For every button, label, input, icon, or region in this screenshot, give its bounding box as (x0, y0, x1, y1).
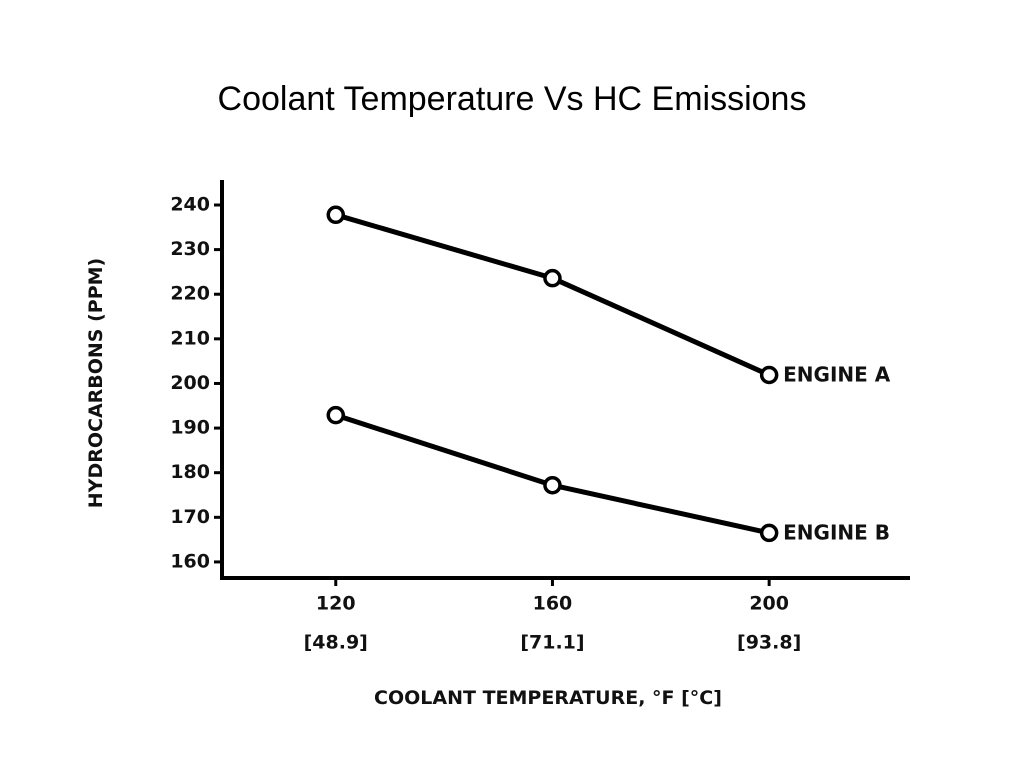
y-tick-label: 240 (170, 193, 210, 215)
y-tick-label: 200 (170, 372, 210, 394)
x-secondary-label: [71.1] (520, 632, 584, 654)
x-tick-label: 200 (749, 593, 789, 615)
data-point (543, 475, 562, 495)
data-point (326, 405, 346, 425)
x-axis-label: COOLANT TEMPERATURE, °F [°C] (374, 687, 722, 709)
series-label: ENGINE A (783, 362, 891, 386)
y-tick-label: 220 (170, 283, 210, 305)
series-line (334, 412, 770, 536)
data-point (759, 365, 779, 385)
y-tick-label: 210 (170, 327, 210, 349)
data-point (326, 205, 346, 225)
y-tick-label: 170 (170, 506, 210, 528)
chart-title: Coolant Temperature Vs HC Emissions (218, 80, 807, 118)
x-secondary-label: [48.9] (304, 632, 368, 654)
y-axis-label: HYDROCARBONS (PPM) (85, 258, 107, 508)
y-tick-label: 230 (170, 238, 210, 260)
y-tick-label: 160 (170, 550, 210, 572)
series-line (335, 212, 771, 378)
y-tick-label: 190 (170, 417, 210, 439)
y-tick-label: 180 (170, 461, 210, 483)
data-point (543, 268, 562, 288)
data-point (759, 523, 779, 543)
x-tick-label: 120 (316, 593, 356, 615)
x-tick-label: 160 (533, 593, 573, 615)
x-secondary-label: [93.8] (737, 632, 801, 654)
series-label: ENGINE B (783, 520, 890, 544)
